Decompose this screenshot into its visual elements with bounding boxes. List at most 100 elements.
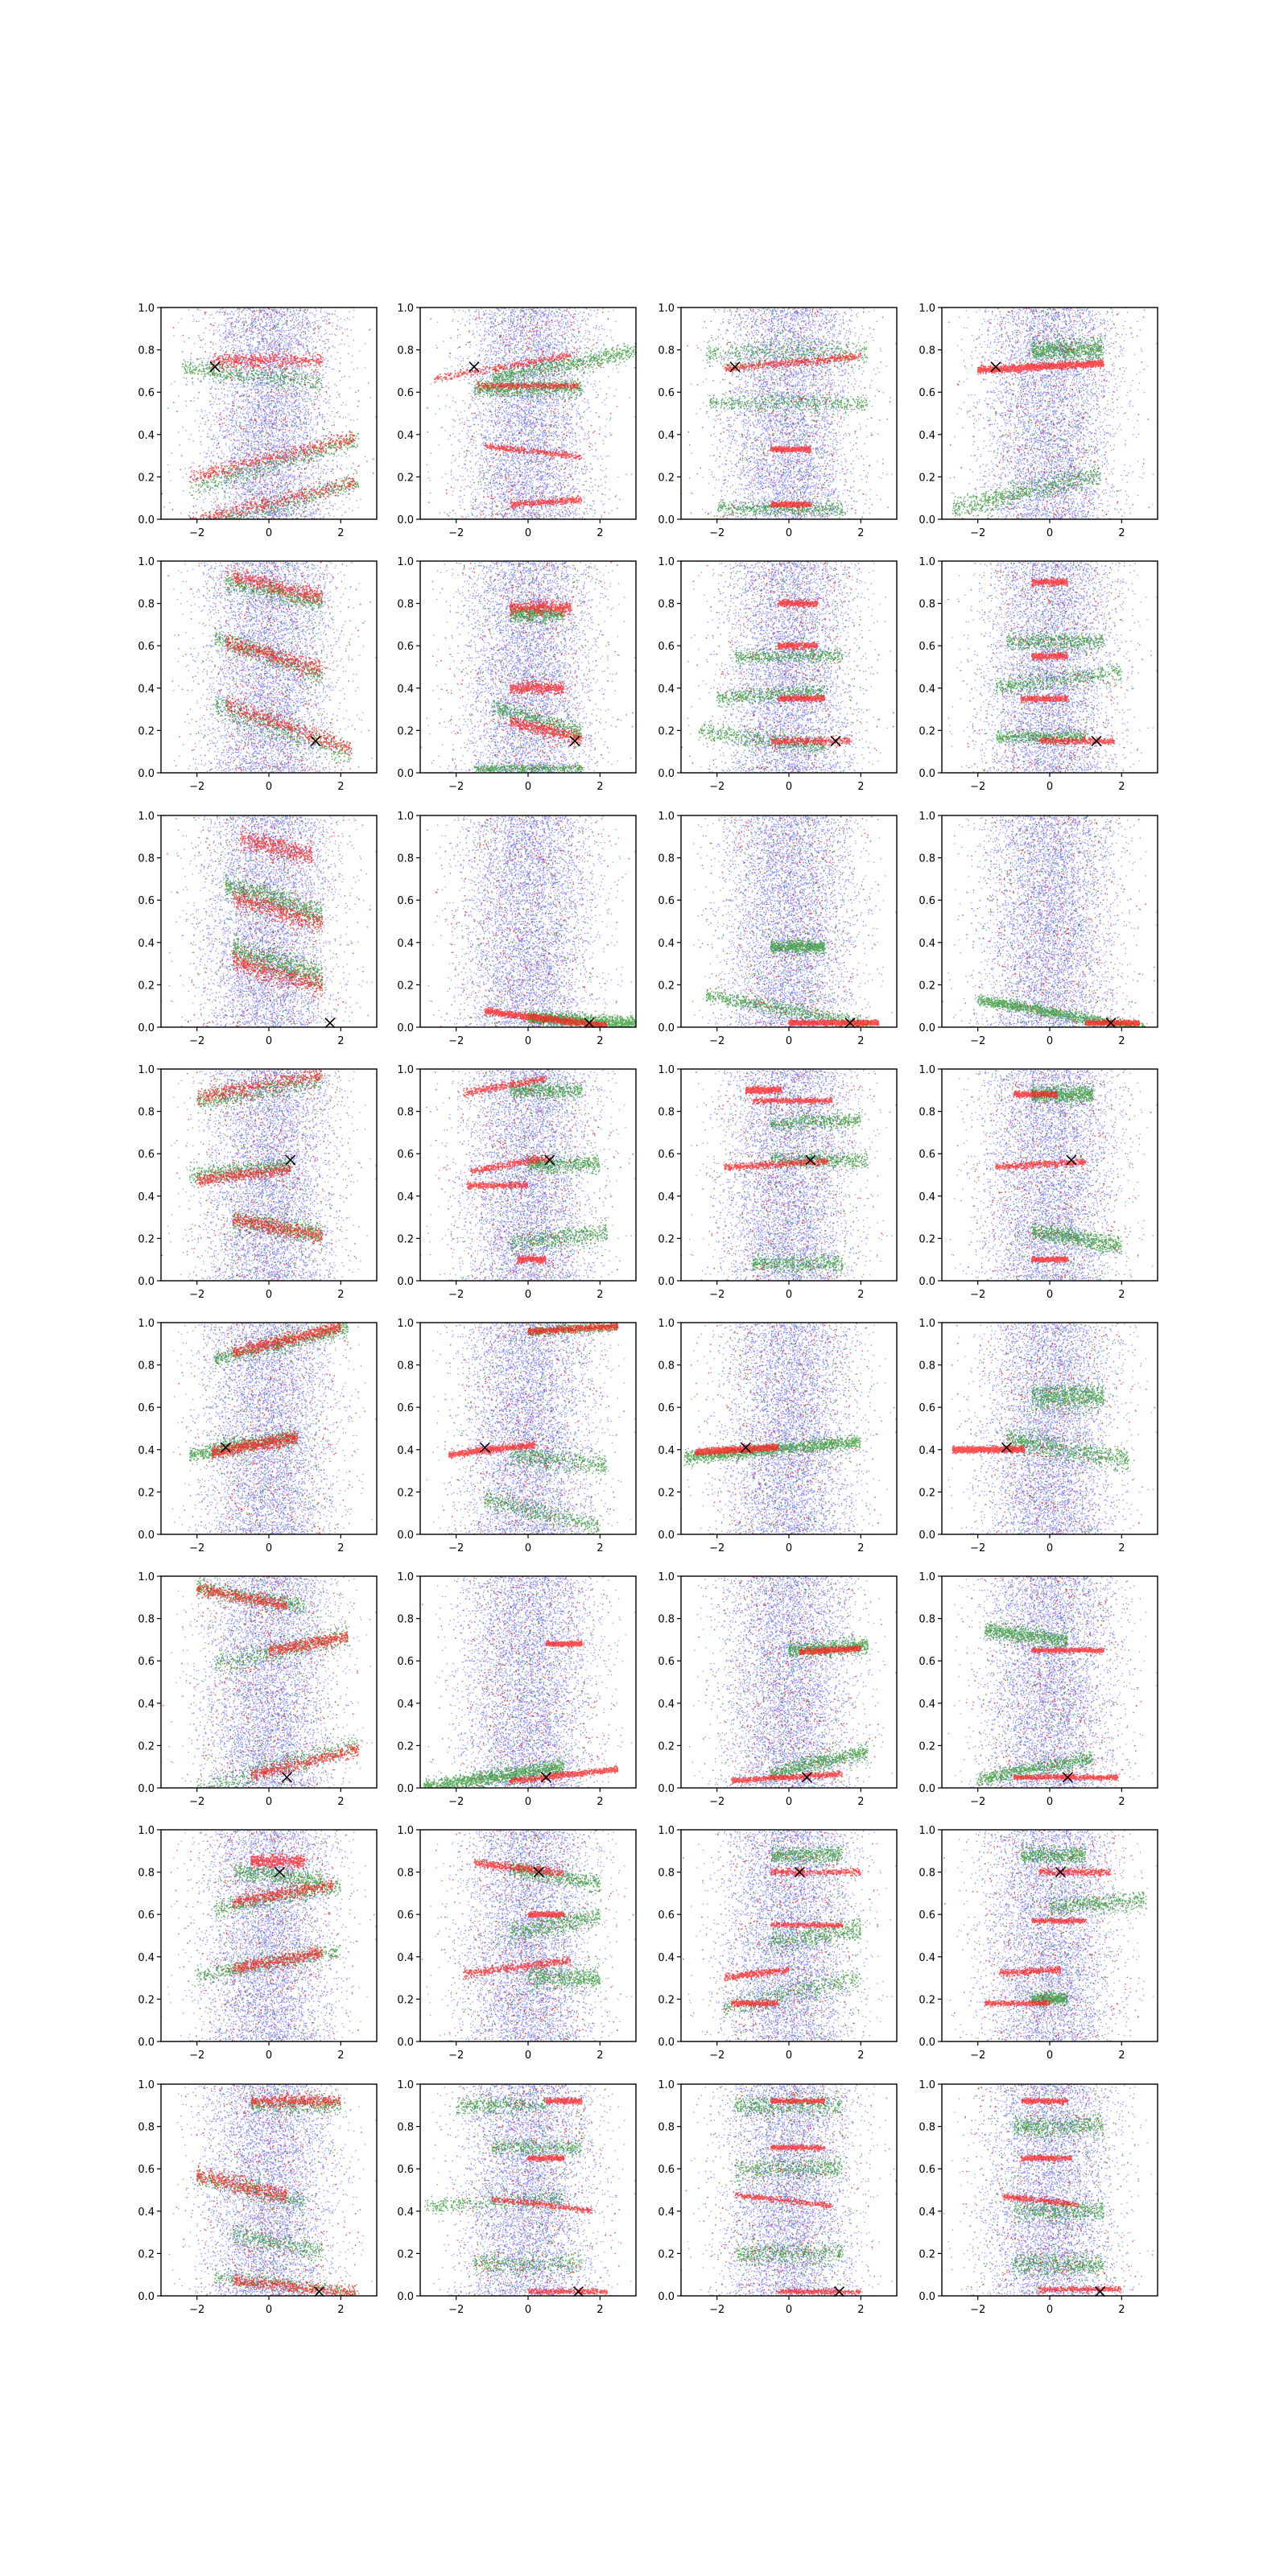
y-tick-label: 0.4 xyxy=(919,2207,935,2219)
x-tick-label: 0 xyxy=(786,781,792,793)
y-tick-label: 0.0 xyxy=(658,1276,675,1288)
x-tick-label: 2 xyxy=(1118,1289,1125,1301)
x-tick-label: 2 xyxy=(857,1542,864,1554)
x-tick-label: −2 xyxy=(189,1542,204,1554)
y-tick-label: 0.2 xyxy=(658,1233,675,1245)
y-tick-label: 0.4 xyxy=(919,938,935,950)
y-tick-label: 0.2 xyxy=(138,2248,155,2260)
x-tick-label: 0 xyxy=(266,781,272,793)
y-tick-label: 0.8 xyxy=(397,1614,414,1626)
y-tick-label: 0.6 xyxy=(397,895,414,907)
x-tick-label: −2 xyxy=(189,1289,204,1301)
axes-background xyxy=(420,1069,636,1281)
axes-background xyxy=(942,1576,1158,1788)
y-tick-label: 1.0 xyxy=(658,556,675,568)
y-tick-label: 0.8 xyxy=(138,2122,155,2134)
x-tick-label: 2 xyxy=(597,1542,603,1554)
x-tick-label: 0 xyxy=(525,1289,531,1301)
x-tick-label: 0 xyxy=(525,781,531,793)
y-tick-label: 1.0 xyxy=(138,1825,155,1837)
x-tick-label: 0 xyxy=(786,527,792,539)
y-tick-label: 0.2 xyxy=(397,1233,414,1245)
x-tick-label: −2 xyxy=(448,1796,464,1808)
y-tick-label: 0.8 xyxy=(658,1868,675,1880)
x-tick-label: 0 xyxy=(1046,1542,1053,1554)
x-tick-label: 2 xyxy=(1118,1542,1125,1554)
axes-background xyxy=(681,1323,897,1534)
x-tick-label: −2 xyxy=(448,527,464,539)
y-tick-label: 0.2 xyxy=(658,725,675,737)
x-tick-label: 2 xyxy=(857,527,864,539)
x-tick-label: 2 xyxy=(337,2050,344,2062)
y-tick-label: 0.0 xyxy=(397,2291,414,2303)
x-tick-label: −2 xyxy=(970,2304,985,2316)
x-tick-label: −2 xyxy=(189,527,204,539)
y-tick-label: 0.6 xyxy=(658,895,675,907)
y-tick-label: 1.0 xyxy=(138,303,155,315)
x-tick-label: 0 xyxy=(786,2304,792,2316)
y-tick-label: 1.0 xyxy=(138,1571,155,1583)
y-tick-label: 0.0 xyxy=(919,1783,935,1795)
scatter-panel-r4-c1: −2 0 20.00.20.40.60.81.0 xyxy=(138,1064,391,1301)
x-tick-label: 2 xyxy=(857,2304,864,2316)
x-tick-label: −2 xyxy=(970,1542,985,1554)
x-tick-label: 0 xyxy=(1046,1796,1053,1808)
y-tick-label: 0.0 xyxy=(919,2291,935,2303)
y-tick-label: 0.6 xyxy=(138,1909,155,1922)
y-tick-label: 0.4 xyxy=(138,1445,155,1457)
y-tick-label: 0.8 xyxy=(138,1614,155,1626)
y-tick-label: 0.6 xyxy=(919,641,935,653)
y-tick-label: 0.2 xyxy=(919,472,935,484)
x-tick-label: 2 xyxy=(337,1035,344,1047)
y-tick-label: 0.6 xyxy=(658,1909,675,1922)
y-tick-label: 0.4 xyxy=(138,2207,155,2219)
scatter-panel-r7-c3: −2 0 20.00.20.40.60.81.0 xyxy=(658,1825,912,2062)
y-tick-label: 1.0 xyxy=(919,303,935,315)
x-tick-label: 2 xyxy=(1118,781,1125,793)
x-tick-label: −2 xyxy=(189,1796,204,1808)
x-tick-label: −2 xyxy=(970,527,985,539)
scatter-panel-r7-c2: −2 0 20.00.20.40.60.81.0 xyxy=(356,1825,650,2062)
axes-background xyxy=(681,561,897,773)
y-tick-label: 0.2 xyxy=(138,725,155,737)
y-tick-label: 0.2 xyxy=(138,472,155,484)
y-tick-label: 0.8 xyxy=(658,853,675,865)
y-tick-label: 0.8 xyxy=(397,1868,414,1880)
y-tick-label: 0.4 xyxy=(138,683,155,696)
y-tick-label: 0.6 xyxy=(397,387,414,399)
y-tick-label: 0.0 xyxy=(138,1276,155,1288)
y-tick-label: 1.0 xyxy=(658,303,675,315)
scatter-panel-r7-c1: −2 0 20.00.20.40.60.81.0 xyxy=(97,1825,391,2062)
y-tick-label: 0.8 xyxy=(658,345,675,357)
y-tick-label: 0.2 xyxy=(658,1740,675,1752)
y-tick-label: 0.8 xyxy=(138,1868,155,1880)
x-tick-label: −2 xyxy=(970,2050,985,2062)
scatter-panel-r4-c4: −2 0 20.00.20.40.60.81.0 xyxy=(894,1064,1188,1301)
x-tick-label: 2 xyxy=(597,781,603,793)
y-tick-label: 0.4 xyxy=(138,1952,155,1964)
x-tick-label: 0 xyxy=(786,1796,792,1808)
scatter-panel-r3-c1: −2 0 20.00.20.40.60.81.0 xyxy=(114,811,398,1047)
y-tick-label: 1.0 xyxy=(138,2079,155,2091)
y-tick-label: 0.2 xyxy=(919,1487,935,1499)
y-tick-label: 0.6 xyxy=(138,895,155,907)
y-tick-label: 1.0 xyxy=(658,1064,675,1076)
axes-background xyxy=(420,561,636,773)
y-tick-label: 0.2 xyxy=(397,980,414,992)
y-tick-label: 1.0 xyxy=(138,811,155,823)
x-tick-label: 0 xyxy=(786,2050,792,2062)
y-tick-label: 0.8 xyxy=(138,1360,155,1373)
y-tick-label: 0.2 xyxy=(138,1994,155,2006)
y-tick-label: 0.8 xyxy=(919,2122,935,2134)
y-tick-label: 0.2 xyxy=(138,1233,155,1245)
y-tick-label: 0.6 xyxy=(138,641,155,653)
y-tick-label: 0.4 xyxy=(658,1699,675,1711)
x-tick-label: 2 xyxy=(337,1542,344,1554)
x-tick-label: 0 xyxy=(266,1796,272,1808)
scatter-panel-r1-c2: −2 0 20.00.20.40.60.81.0 xyxy=(397,303,682,539)
y-tick-label: 0.4 xyxy=(919,1699,935,1711)
y-tick-label: 1.0 xyxy=(658,811,675,823)
x-tick-label: 0 xyxy=(525,1035,531,1047)
x-tick-label: −2 xyxy=(448,1542,464,1554)
y-tick-label: 0.8 xyxy=(397,1360,414,1373)
